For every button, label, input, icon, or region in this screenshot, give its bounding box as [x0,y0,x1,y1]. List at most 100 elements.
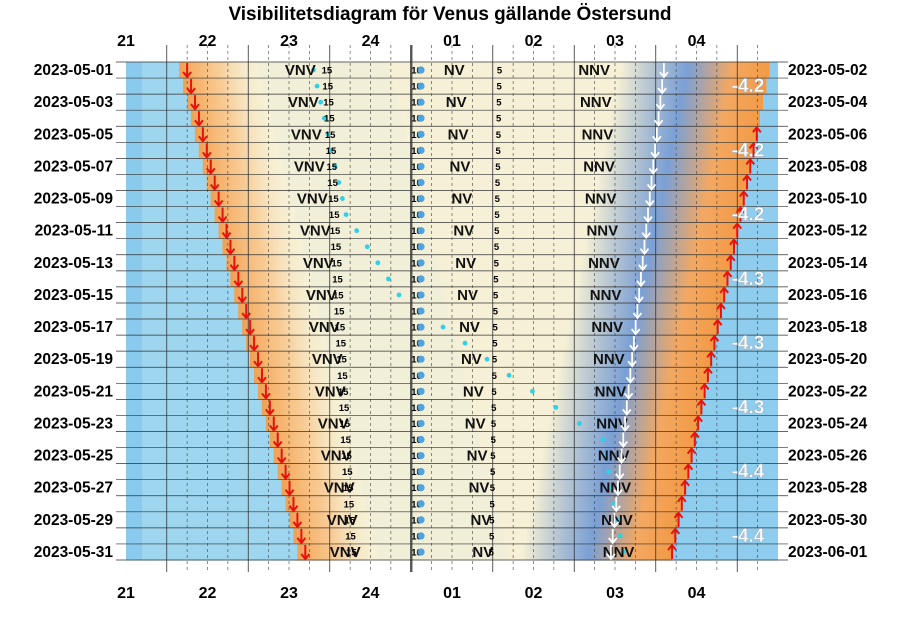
altitude-label: 5 [489,515,495,526]
altitude-label: 10 [411,98,422,109]
dusk-band [126,399,271,417]
sunset-marker-head [276,456,287,465]
hour-label-bottom: 23 [280,585,298,602]
altitude-label: 15 [334,307,345,318]
moon-dot [318,99,324,105]
dusk-band [126,319,252,336]
sunset-glow [257,383,338,400]
sunset-glow [297,543,378,561]
day-band [714,335,778,352]
direction-label: NNV [585,191,617,208]
altitude-label: 15 [345,531,356,542]
direction-label: NV [461,351,482,368]
altitude-label: 10 [411,371,422,382]
venus-meridian-dot [417,66,425,74]
date-label-right: 2023-05-16 [788,287,868,304]
venus-meridian-dot [417,194,425,203]
venus-meridian-dot [417,435,425,444]
direction-label: NNV [595,383,627,400]
sunset-glow [242,319,323,336]
moon-dot [576,421,582,426]
dawn-band [528,511,679,529]
moon-dot [620,549,626,555]
sunrise-marker-head [716,302,726,310]
direction-label: NV [453,223,474,240]
venus-meridian-dot [417,484,425,492]
moon-dot [340,196,345,201]
day-band [675,527,778,545]
dusk-band [126,479,291,497]
altitude-label: 15 [326,146,337,157]
date-label-right: 2023-05-28 [788,480,868,497]
altitude-label: 10 [411,130,422,141]
moon-dot [314,83,320,89]
venus-set-marker-head [639,248,650,256]
altitude-label: 15 [343,483,354,494]
venus-meridian-dot [417,468,425,476]
altitude-label: 15 [340,419,351,430]
altitude-label: 5 [495,194,501,205]
sunset-marker-head [237,296,248,304]
altitude-label: 5 [494,226,500,237]
sunset-glow [179,62,260,79]
dawn-band [557,367,708,384]
altitude-label: 5 [495,146,501,157]
sunset-marker-head [190,103,200,111]
day-band [717,319,778,336]
direction-label: VNV [309,319,340,336]
sunset-glow [218,222,299,240]
altitude-label: 5 [489,531,495,542]
day-band [711,351,778,368]
venus-set-marker-head [646,183,657,191]
altitude-label: 15 [327,178,338,189]
axis-text: Visibilitetsdiagram för Venus gällande Ö… [34,4,868,602]
date-label-left: 2023-05-09 [34,191,114,208]
altitude-label: 10 [411,258,422,269]
sunset-marker-head [257,376,267,384]
sunrise-marker-head [722,270,733,278]
dawn-band [616,78,767,95]
day-band [694,431,778,449]
venus-meridian-dot [417,323,425,331]
direction-label: VNV [330,544,361,561]
sunrise-marker-head [696,398,707,407]
hour-label-bottom: 02 [525,585,543,602]
direction-label: VNV [291,126,322,143]
dusk-fade [377,543,508,561]
sunrise-marker-head [673,511,684,519]
dusk-band [126,335,256,352]
altitude-label: 15 [344,515,355,526]
direction-label: NNV [598,448,630,465]
altitude-label: 10 [411,290,422,301]
venus-meridian-dot [417,516,425,524]
dusk-fade [278,142,409,159]
moon-dot [325,131,331,137]
hour-label-top: 04 [688,33,706,50]
sunset-marker-head [233,280,244,288]
sunset-glow [281,479,362,497]
moon-dot [343,212,349,218]
dusk-band [126,206,224,224]
magnitude-label: -4.4 [732,526,765,547]
dusk-band [126,447,283,465]
sunset-marker-head [225,248,236,256]
day-band [688,463,778,481]
dusk-band [126,174,216,192]
day-band [727,270,778,288]
altitude-label: 5 [491,435,497,446]
date-label-left: 2023-05-17 [34,319,113,336]
dawn-band [619,62,770,79]
date-label-right: 2023-06-01 [788,544,868,561]
altitude-label: 10 [411,307,422,318]
day-band [681,495,778,513]
venus-meridian-dot [417,307,425,315]
sunset-marker-head [265,408,275,416]
venus-set-marker-head [636,280,646,288]
date-label-right: 2023-05-04 [788,94,868,111]
venus-set-marker-head [630,328,641,336]
sunrise-marker-head [706,350,716,358]
venus-set-marker-head [609,521,620,529]
altitude-label: 5 [494,242,500,253]
moon-dot [375,260,381,266]
altitude-label: 5 [489,547,495,558]
